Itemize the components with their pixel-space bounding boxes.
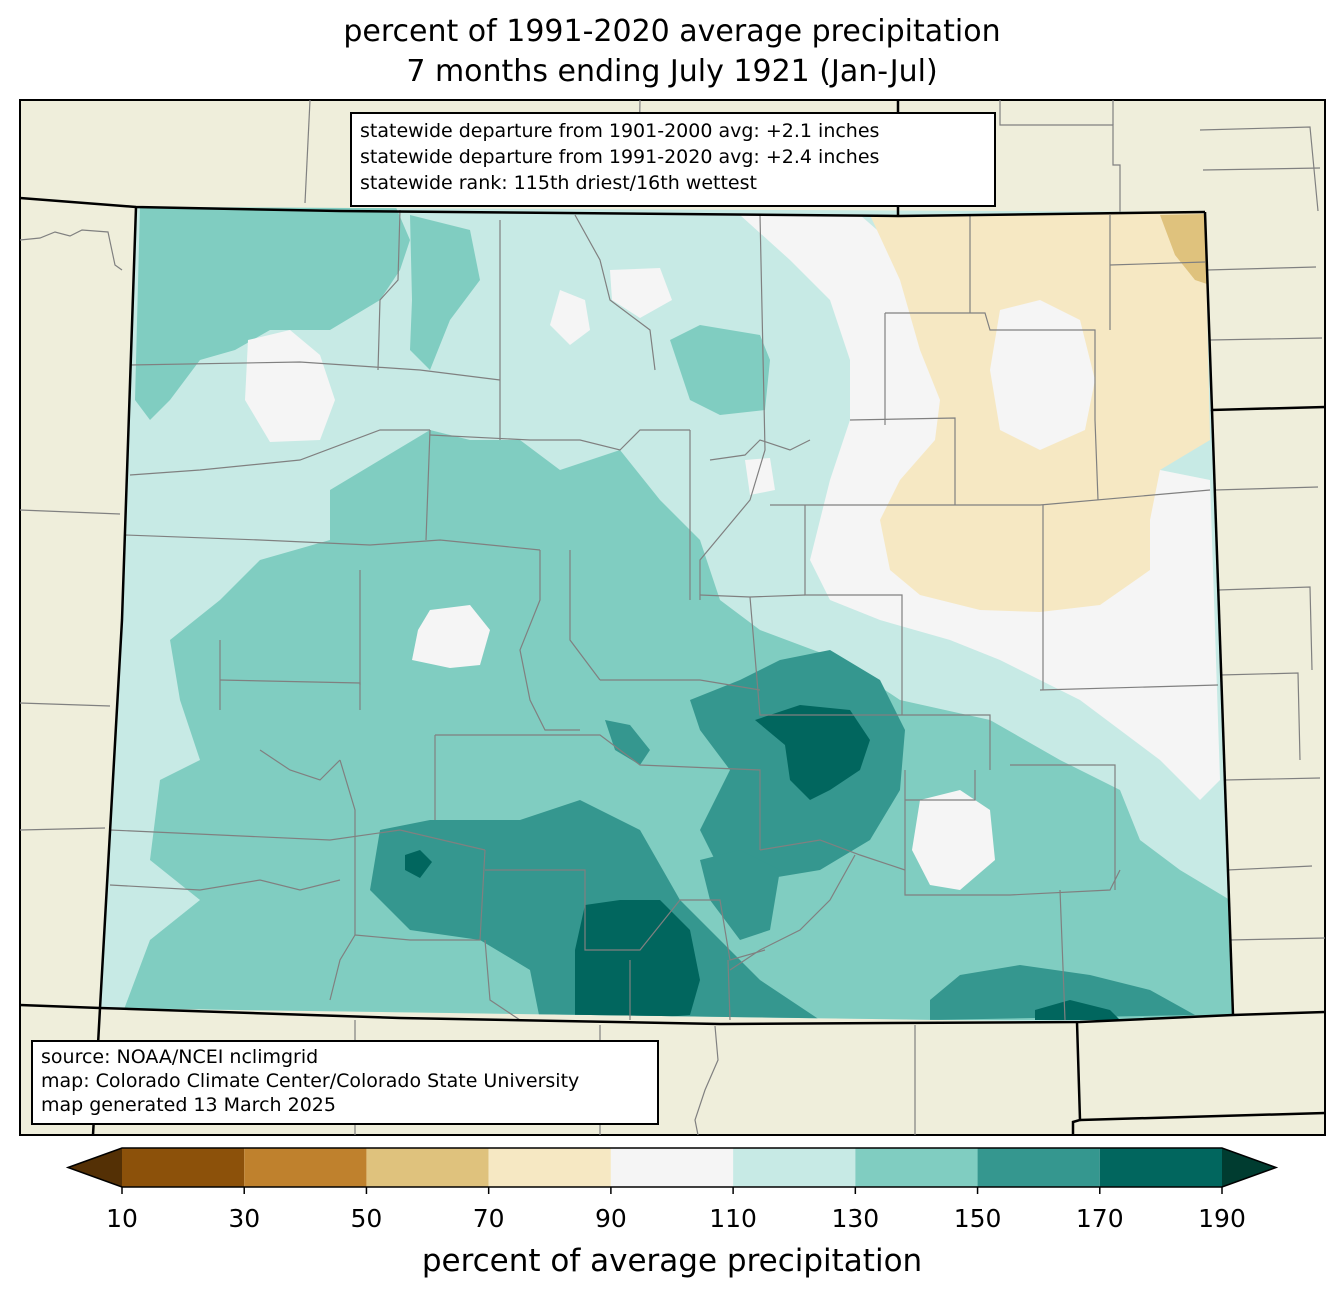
colorbar-tick-label: 30 — [228, 1204, 261, 1233]
stats-departure-1901-2000: statewide departure from 1901-2000 avg: … — [360, 120, 880, 142]
map-title-line-1: percent of 1991-2020 average precipitati… — [343, 14, 1001, 49]
map-credit-line: map: Colorado Climate Center/Colorado St… — [41, 1070, 580, 1092]
colorbar-bin-10-30 — [122, 1148, 245, 1187]
colorbar-tick-label: 90 — [594, 1204, 627, 1233]
colorbar-bin-30-50 — [244, 1148, 367, 1187]
colorado-county-lines — [109, 209, 1219, 1021]
statewide-stats-box: statewide departure from 1901-2000 avg: … — [350, 112, 996, 207]
colorbar-under-arrow — [68, 1148, 122, 1187]
colorbar-bin-110-130 — [733, 1148, 856, 1187]
map-title-line-2: 7 months ending July 1921 (Jan-Jul) — [406, 54, 938, 89]
colorbar-bin-170-190 — [1099, 1148, 1222, 1187]
stats-rank: statewide rank: 115th driest/16th wettes… — [360, 172, 757, 194]
colorbar-tick-label: 130 — [831, 1204, 880, 1233]
colorbar-label: percent of average precipitation — [421, 1243, 923, 1279]
colorbar-tick-label: 110 — [709, 1204, 757, 1233]
source-box: source: NOAA/NCEI nclimgrid map: Colorad… — [31, 1040, 659, 1125]
colorbar-tick-label: 10 — [106, 1204, 138, 1233]
colorbar-tick-label: 50 — [350, 1204, 383, 1233]
colorbar-tick-label: 190 — [1198, 1204, 1246, 1233]
colorbar-bin-90-110 — [610, 1148, 734, 1187]
colorbar-bin-130-150 — [855, 1148, 978, 1187]
map-generated-line: map generated 13 March 2025 — [41, 1094, 336, 1116]
colorbar-over-arrow — [1222, 1148, 1276, 1187]
colorbar-bin-50-70 — [366, 1148, 489, 1187]
colorbar-tick-label: 70 — [472, 1204, 505, 1233]
colorbar — [65, 1147, 1279, 1194]
colorbar-bin-150-170 — [977, 1148, 1100, 1187]
colorbar-tick-label: 170 — [1075, 1204, 1124, 1233]
stats-departure-1991-2020: statewide departure from 1991-2020 avg: … — [360, 146, 880, 168]
source-line: source: NOAA/NCEI nclimgrid — [41, 1046, 319, 1068]
colorbar-tick-label: 150 — [953, 1204, 1002, 1233]
colorbar-bin-70-90 — [488, 1148, 611, 1187]
precipitation-field — [100, 207, 1233, 1022]
